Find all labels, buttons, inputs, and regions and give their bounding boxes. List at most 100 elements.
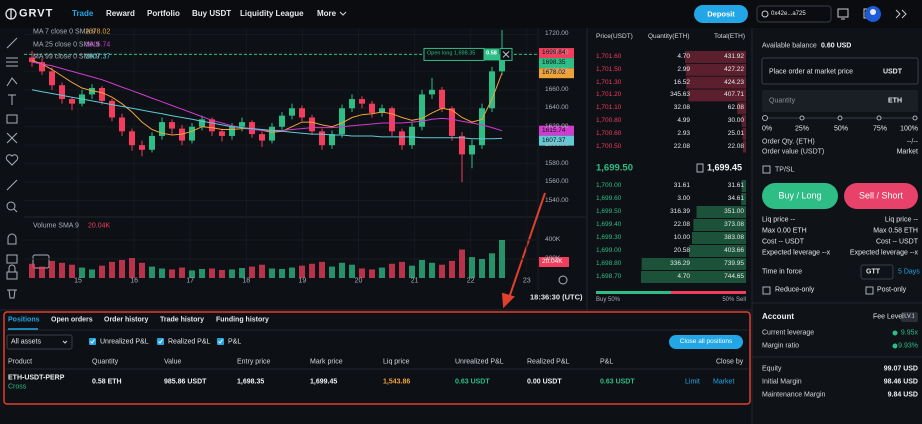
x-tick-label: 15 <box>74 277 82 285</box>
candle-body <box>129 131 135 146</box>
wallet-box[interactable] <box>756 5 832 23</box>
candle-body <box>289 108 295 116</box>
checkbox-label[interactable]: TP/SL <box>775 166 795 174</box>
checkbox[interactable] <box>865 286 874 295</box>
column-header: Realized P&L <box>527 358 570 366</box>
candle-body <box>329 134 335 146</box>
checkbox-label[interactable]: P&L <box>228 338 242 346</box>
column-header: Close by <box>716 358 744 366</box>
y-tick-label: 1540.00 <box>545 196 569 204</box>
candle-body <box>199 119 205 127</box>
sell-ratio-label: 50% Sell <box>722 297 746 303</box>
price: 1,699.00 <box>596 246 622 254</box>
buy-label[interactable]: Buy / Long <box>778 190 822 201</box>
slider-dots <box>762 115 918 121</box>
sell-ratio <box>671 291 746 294</box>
volume-bar <box>259 264 265 278</box>
sell-info: Liq price -- <box>884 216 918 224</box>
balance: 0.60 USD <box>821 42 852 50</box>
tif-label: Time in force <box>762 268 803 276</box>
info-label: Order value (USDT) <box>762 148 825 156</box>
price: 1,698.80 <box>596 259 622 267</box>
close-all-label[interactable]: Close all positions <box>679 337 733 345</box>
candle-body <box>339 108 345 135</box>
checkbox[interactable] <box>762 165 771 174</box>
buy-ratio <box>596 291 671 294</box>
x-tick-label: 22 <box>466 277 475 285</box>
tif-value[interactable]: GTT <box>866 268 880 276</box>
price: 1,699.40 <box>596 220 622 228</box>
tab[interactable]: Trade history <box>160 316 204 324</box>
deposit-label[interactable]: Deposit <box>707 9 735 19</box>
info-label: Order Qty. (ETH) <box>762 138 815 146</box>
cell: 0.00 USDT <box>527 378 562 386</box>
checkbox-label[interactable]: Post-only <box>877 286 907 294</box>
account-title: Account <box>762 312 794 321</box>
nav-item[interactable]: Portfolio <box>147 9 180 18</box>
y-tick-label: 1720.00 <box>545 30 569 38</box>
orderbook-header: Price(USDT) <box>596 32 633 40</box>
nav-item[interactable]: Reward <box>106 9 135 18</box>
tif-select[interactable] <box>860 264 894 280</box>
candle-body <box>229 126 235 136</box>
sell-label[interactable]: Sell / Short <box>858 190 904 201</box>
price-tag-label: 1678.02 <box>542 68 566 76</box>
total: 373.08 <box>724 220 744 228</box>
checkbox-label[interactable]: Realized P&L <box>168 338 211 346</box>
tif-duration[interactable]: 5 Days <box>898 268 920 276</box>
wallet-address[interactable]: 0x42e...a725 <box>771 11 806 17</box>
candle-body <box>269 126 275 141</box>
quantity: 20.58 <box>673 246 690 254</box>
y-tick-label: 1560.00 <box>545 177 569 185</box>
volume-bar <box>399 261 405 278</box>
buy-button[interactable] <box>762 183 838 209</box>
close-all-button[interactable] <box>669 335 743 349</box>
candle-body <box>399 131 405 146</box>
volume-bar <box>429 262 435 278</box>
slider-label: 75% <box>873 125 888 133</box>
volume-bar <box>79 267 85 278</box>
checkbox-label[interactable]: Unrealized P&L <box>100 338 149 346</box>
nav-item[interactable]: Liquidity League <box>240 9 304 18</box>
nav-item[interactable]: More <box>317 9 337 18</box>
sell-button[interactable] <box>844 183 918 209</box>
candle-body <box>99 87 105 101</box>
asset-filter-label[interactable]: All assets <box>11 338 41 346</box>
ma-line <box>31 89 503 140</box>
quantity-placeholder[interactable]: Quantity <box>769 97 796 105</box>
price: 1,701.50 <box>596 65 622 73</box>
market-close[interactable]: Market <box>713 378 735 386</box>
tab[interactable]: Funding history <box>216 316 269 324</box>
account-label: Current leverage <box>762 329 815 337</box>
x-tick-label: 21 <box>410 277 419 285</box>
volume-bar <box>369 269 375 278</box>
asset-filter[interactable] <box>6 334 73 350</box>
volume-bar <box>309 263 315 278</box>
price: 1,700.00 <box>596 181 622 189</box>
price: 1,700.80 <box>596 116 622 124</box>
ma-legend-value: 1607.37 <box>85 53 111 61</box>
order-type[interactable]: Place order at market price <box>769 68 854 76</box>
checkbox-label[interactable]: Reduce-only <box>775 286 815 294</box>
price: 1,699.30 <box>596 233 622 241</box>
tab[interactable]: Positions <box>8 316 40 324</box>
nav-item[interactable]: Trade <box>72 9 94 18</box>
volume-bar <box>419 259 425 278</box>
tab[interactable]: Order history <box>104 316 149 324</box>
volume-bar <box>359 268 365 278</box>
volume-bar <box>99 265 105 278</box>
cell: 1,699.45 <box>310 378 338 386</box>
limit-close[interactable]: Limit <box>685 378 700 386</box>
order-currency[interactable]: USDT <box>882 68 902 76</box>
quantity-input[interactable] <box>762 90 918 112</box>
order-type-box[interactable] <box>761 57 919 85</box>
volume-bar <box>329 266 335 278</box>
checkbox[interactable] <box>762 286 771 295</box>
depth-bar <box>741 180 746 192</box>
candle-body <box>219 131 225 136</box>
nav-item[interactable]: Buy USDT <box>192 9 232 18</box>
volume-bar <box>409 265 415 278</box>
volume-bar <box>249 266 255 278</box>
deposit-button[interactable] <box>694 5 748 23</box>
tab[interactable]: Open orders <box>51 316 93 324</box>
